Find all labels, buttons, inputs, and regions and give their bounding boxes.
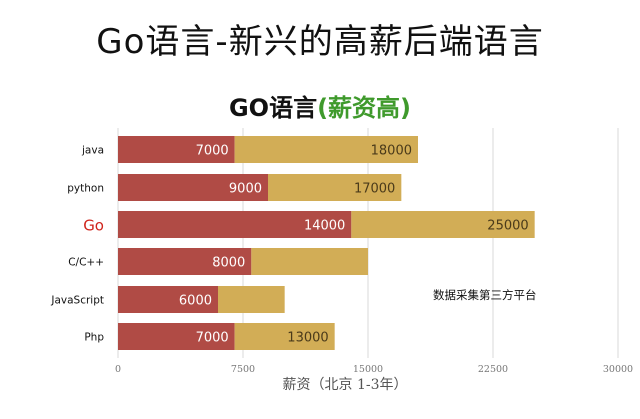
x-tick-label: 7500 <box>231 364 255 375</box>
x-tick-label: 30000 <box>603 364 633 375</box>
x-tick-labels: 0 7500 15000 22500 30000 <box>115 364 633 375</box>
bar-segment <box>218 286 285 313</box>
data-label: 17000 <box>354 182 395 197</box>
category-label: python <box>67 183 104 195</box>
bars: 7000 18000 9000 17000 14000 25000 8000 6000 7000… <box>118 136 535 350</box>
x-tick-label: 0 <box>115 364 121 375</box>
bar-segment <box>234 136 418 163</box>
data-label: 9000 <box>229 182 262 197</box>
data-label: 7000 <box>196 144 229 159</box>
category-label: java <box>81 145 104 157</box>
bar-segment <box>234 323 335 350</box>
x-tick-label: 22500 <box>478 364 508 375</box>
category-labels: java python Go C/C++ JavaScript Php <box>50 145 104 344</box>
data-label: 18000 <box>371 144 412 159</box>
bar-segment <box>118 248 252 275</box>
bar-segment <box>118 286 218 313</box>
category-label: C/C++ <box>68 257 104 269</box>
data-label: 6000 <box>179 294 212 309</box>
slide-title: Go语言-新兴的高薪后端语言 <box>96 22 544 62</box>
x-tick-label: 15000 <box>353 364 383 375</box>
bar-segment <box>118 174 268 201</box>
category-label: Php <box>84 332 104 344</box>
bar-segment <box>118 211 352 238</box>
category-label: Go <box>83 217 104 235</box>
data-label: 8000 <box>212 256 245 271</box>
bar-segment <box>251 248 368 275</box>
chart-title: GO语言(薪资高) <box>0 88 640 123</box>
data-label: 25000 <box>487 219 528 234</box>
chart-title-paren: (薪资高) <box>317 94 412 122</box>
bar-segment <box>118 323 235 350</box>
bar-segment <box>268 174 402 201</box>
chart-title-main: GO语言 <box>228 94 318 122</box>
bar-segment <box>351 211 535 238</box>
data-label: 13000 <box>287 331 328 346</box>
category-label: JavaScript <box>50 295 104 307</box>
bar-segment <box>118 136 235 163</box>
grid-lines <box>117 128 619 358</box>
data-label: 7000 <box>196 331 229 346</box>
x-axis-label: 薪资（北京 1-3年） <box>283 377 408 393</box>
source-annotation: 数据采集第三方平台 <box>433 288 537 302</box>
data-label: 14000 <box>304 219 345 234</box>
